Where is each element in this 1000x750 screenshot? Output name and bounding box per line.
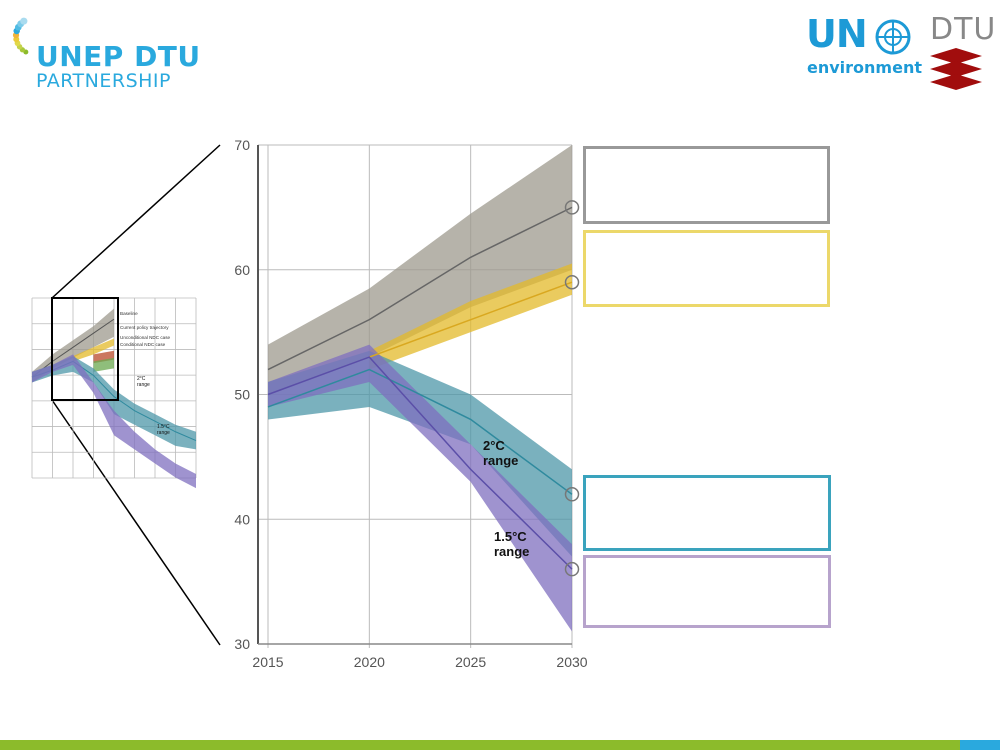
one_five_c-line <box>267 356 573 570</box>
range-annotation-line1: 2°C <box>483 438 505 453</box>
un-logo-text: UN <box>806 12 868 56</box>
x-tick-label: 2030 <box>556 654 587 670</box>
current_policy-end-marker <box>564 274 580 290</box>
unep-dtu-logo-dots <box>12 17 29 55</box>
y-tick-label: 70 <box>234 137 250 153</box>
x-tick-label: 2020 <box>354 654 385 670</box>
y-tick-label: 30 <box>234 636 250 652</box>
current_policy-legend-box <box>583 230 830 307</box>
two_c-legend-box <box>583 475 831 551</box>
one_five_c-legend-box <box>583 555 831 628</box>
y-tick-label: 50 <box>234 387 250 403</box>
current_policy-line <box>369 281 573 358</box>
unep-dtu-logo-text: UNEP DTU <box>36 40 201 73</box>
zoom-line-top <box>51 144 221 299</box>
dtu-logo-mark-icon <box>930 48 982 90</box>
two_c-end-marker <box>564 487 580 502</box>
baseline-end-marker <box>564 200 580 215</box>
y-tick-label: 60 <box>234 262 250 278</box>
footer-bar-blue <box>960 740 1000 750</box>
one_five_c-end-marker <box>564 561 580 577</box>
two_c-line <box>267 368 573 495</box>
zoom-line-bottom <box>51 399 221 646</box>
dtu-logo-text: DTU <box>930 12 997 47</box>
range-annotation-line2: range <box>483 453 518 468</box>
logo-dot <box>20 17 28 25</box>
x-tick-label: 2015 <box>252 654 283 670</box>
un-globe-icon <box>875 19 911 55</box>
two_c-range-band <box>268 350 572 557</box>
un-environment-text: environment <box>807 58 922 77</box>
partnership-logo-text: PARTNERSHIP <box>36 70 171 92</box>
x-tick-label: 2025 <box>455 654 486 670</box>
range-annotation-line1: 1.5°C <box>494 529 527 544</box>
baseline-legend-box <box>583 146 830 224</box>
range-annotation-line2: range <box>494 544 529 559</box>
footer-bar-green <box>0 740 960 750</box>
one_five_c-range-band <box>268 344 572 632</box>
baseline-line <box>267 206 573 371</box>
y-tick-label: 40 <box>234 511 250 527</box>
current_policy-range-band <box>369 263 572 370</box>
